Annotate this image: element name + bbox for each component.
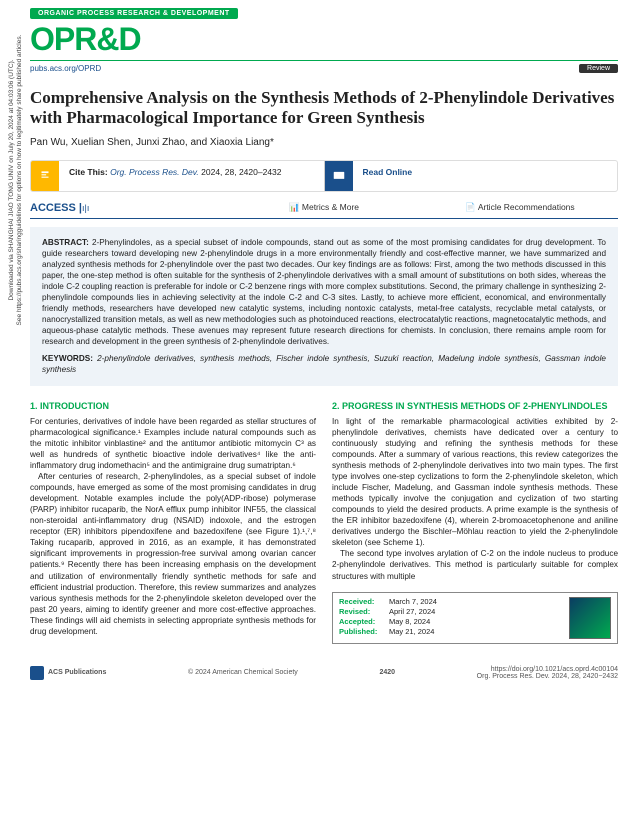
sec2-p2: The second type involves arylation of C-… <box>332 548 618 581</box>
sec1-p1: For centuries, derivatives of indole hav… <box>30 416 316 471</box>
page-number: 2420 <box>379 669 395 676</box>
cite-icon <box>31 161 59 191</box>
received-label: Received: <box>339 597 389 607</box>
article-title: Comprehensive Analysis on the Synthesis … <box>30 88 618 129</box>
recs-text: Article Recommendations <box>478 202 575 212</box>
page-content: ORGANIC PROCESS RESEARCH & DEVELOPMENT O… <box>30 0 618 684</box>
revised-label: Revised: <box>339 607 389 617</box>
doi: https://doi.org/10.1021/acs.oprd.4c00104 <box>477 666 618 673</box>
citation-ref: Org. Process Res. Dev. 2024, 28, 2420−24… <box>477 673 618 680</box>
dates: Received:March 7, 2024 Revised:April 27,… <box>339 597 561 639</box>
section-1-head: 1. INTRODUCTION <box>30 400 316 412</box>
cite-rest: 2024, 28, 2420–2432 <box>201 167 281 177</box>
accepted-date: May 8, 2024 <box>389 617 430 627</box>
sharing-notice: See https://pubs.acs.org/sharingguidelin… <box>16 0 23 380</box>
acs-logo-icon <box>30 666 44 680</box>
metrics-text: Metrics & More <box>302 202 359 212</box>
metrics-link[interactable]: 📊 Metrics & More <box>226 202 422 213</box>
authors: Pan Wu, Xuelian Shen, Junxi Zhao, and Xi… <box>30 137 618 148</box>
pub-url[interactable]: pubs.acs.org/OPRD <box>30 64 101 73</box>
published-label: Published: <box>339 627 389 637</box>
acs-publications: ACS Publications <box>30 666 106 680</box>
cite-bar: Cite This: Org. Process Res. Dev. 2024, … <box>30 160 618 192</box>
journal-band: ORGANIC PROCESS RESEARCH & DEVELOPMENT <box>30 8 238 19</box>
read-online-link[interactable]: Read Online <box>353 161 618 191</box>
left-column: 1. INTRODUCTION For centuries, derivativ… <box>30 400 316 644</box>
body-columns: 1. INTRODUCTION For centuries, derivativ… <box>30 400 618 644</box>
read-online-icon <box>325 161 353 191</box>
abstract-label: ABSTRACT: <box>42 238 89 247</box>
footer-right: https://doi.org/10.1021/acs.oprd.4c00104… <box>477 666 618 680</box>
keywords: KEYWORDS: 2-phenylindole derivatives, sy… <box>42 353 606 375</box>
accepted-label: Accepted: <box>339 617 389 627</box>
revised-date: April 27, 2024 <box>389 607 435 617</box>
sec1-p2: After centuries of research, 2-phenylind… <box>30 471 316 637</box>
received-date: March 7, 2024 <box>389 597 437 607</box>
acs-pub-text: ACS Publications <box>48 669 106 676</box>
article-type-badge: Review <box>579 64 618 73</box>
section-2-head: 2. PROGRESS IN SYNTHESIS METHODS OF 2-PH… <box>332 400 618 412</box>
access-text: ACCESS <box>30 202 76 214</box>
published-date: May 21, 2024 <box>389 627 434 637</box>
cover-thumbnail <box>569 597 611 639</box>
access-label[interactable]: ACCESS |ı|ı <box>30 202 226 214</box>
logo-row: OPR&D <box>30 21 618 58</box>
pub-link-row: pubs.acs.org/OPRD Review <box>30 60 618 76</box>
sec2-p1: In light of the remarkable pharmacologic… <box>332 416 618 549</box>
cite-journal: Org. Process Res. Dev. <box>110 167 199 177</box>
copyright: © 2024 American Chemical Society <box>188 669 298 676</box>
footer: ACS Publications © 2024 American Chemica… <box>30 662 618 684</box>
access-row: ACCESS |ı|ı 📊 Metrics & More 📄 Article R… <box>30 198 618 219</box>
abstract-text: 2-Phenylindoles, as a special subset of … <box>42 238 606 347</box>
recommendations-link[interactable]: 📄 Article Recommendations <box>422 202 618 213</box>
kw-text: 2-phenylindole derivatives, synthesis me… <box>42 354 606 374</box>
abstract-box: ABSTRACT: 2-Phenylindoles, as a special … <box>30 227 618 386</box>
cite-text: Cite This: Org. Process Res. Dev. 2024, … <box>59 161 324 191</box>
cite-prefix: Cite This: <box>69 167 108 177</box>
journal-logo: OPR&D <box>30 21 141 58</box>
received-box: Received:March 7, 2024 Revised:April 27,… <box>332 592 618 644</box>
kw-label: KEYWORDS: <box>42 354 93 363</box>
download-notice: Downloaded via SHANGHAI JIAO TONG UNIV o… <box>8 0 15 380</box>
right-column: 2. PROGRESS IN SYNTHESIS METHODS OF 2-PH… <box>332 400 618 644</box>
